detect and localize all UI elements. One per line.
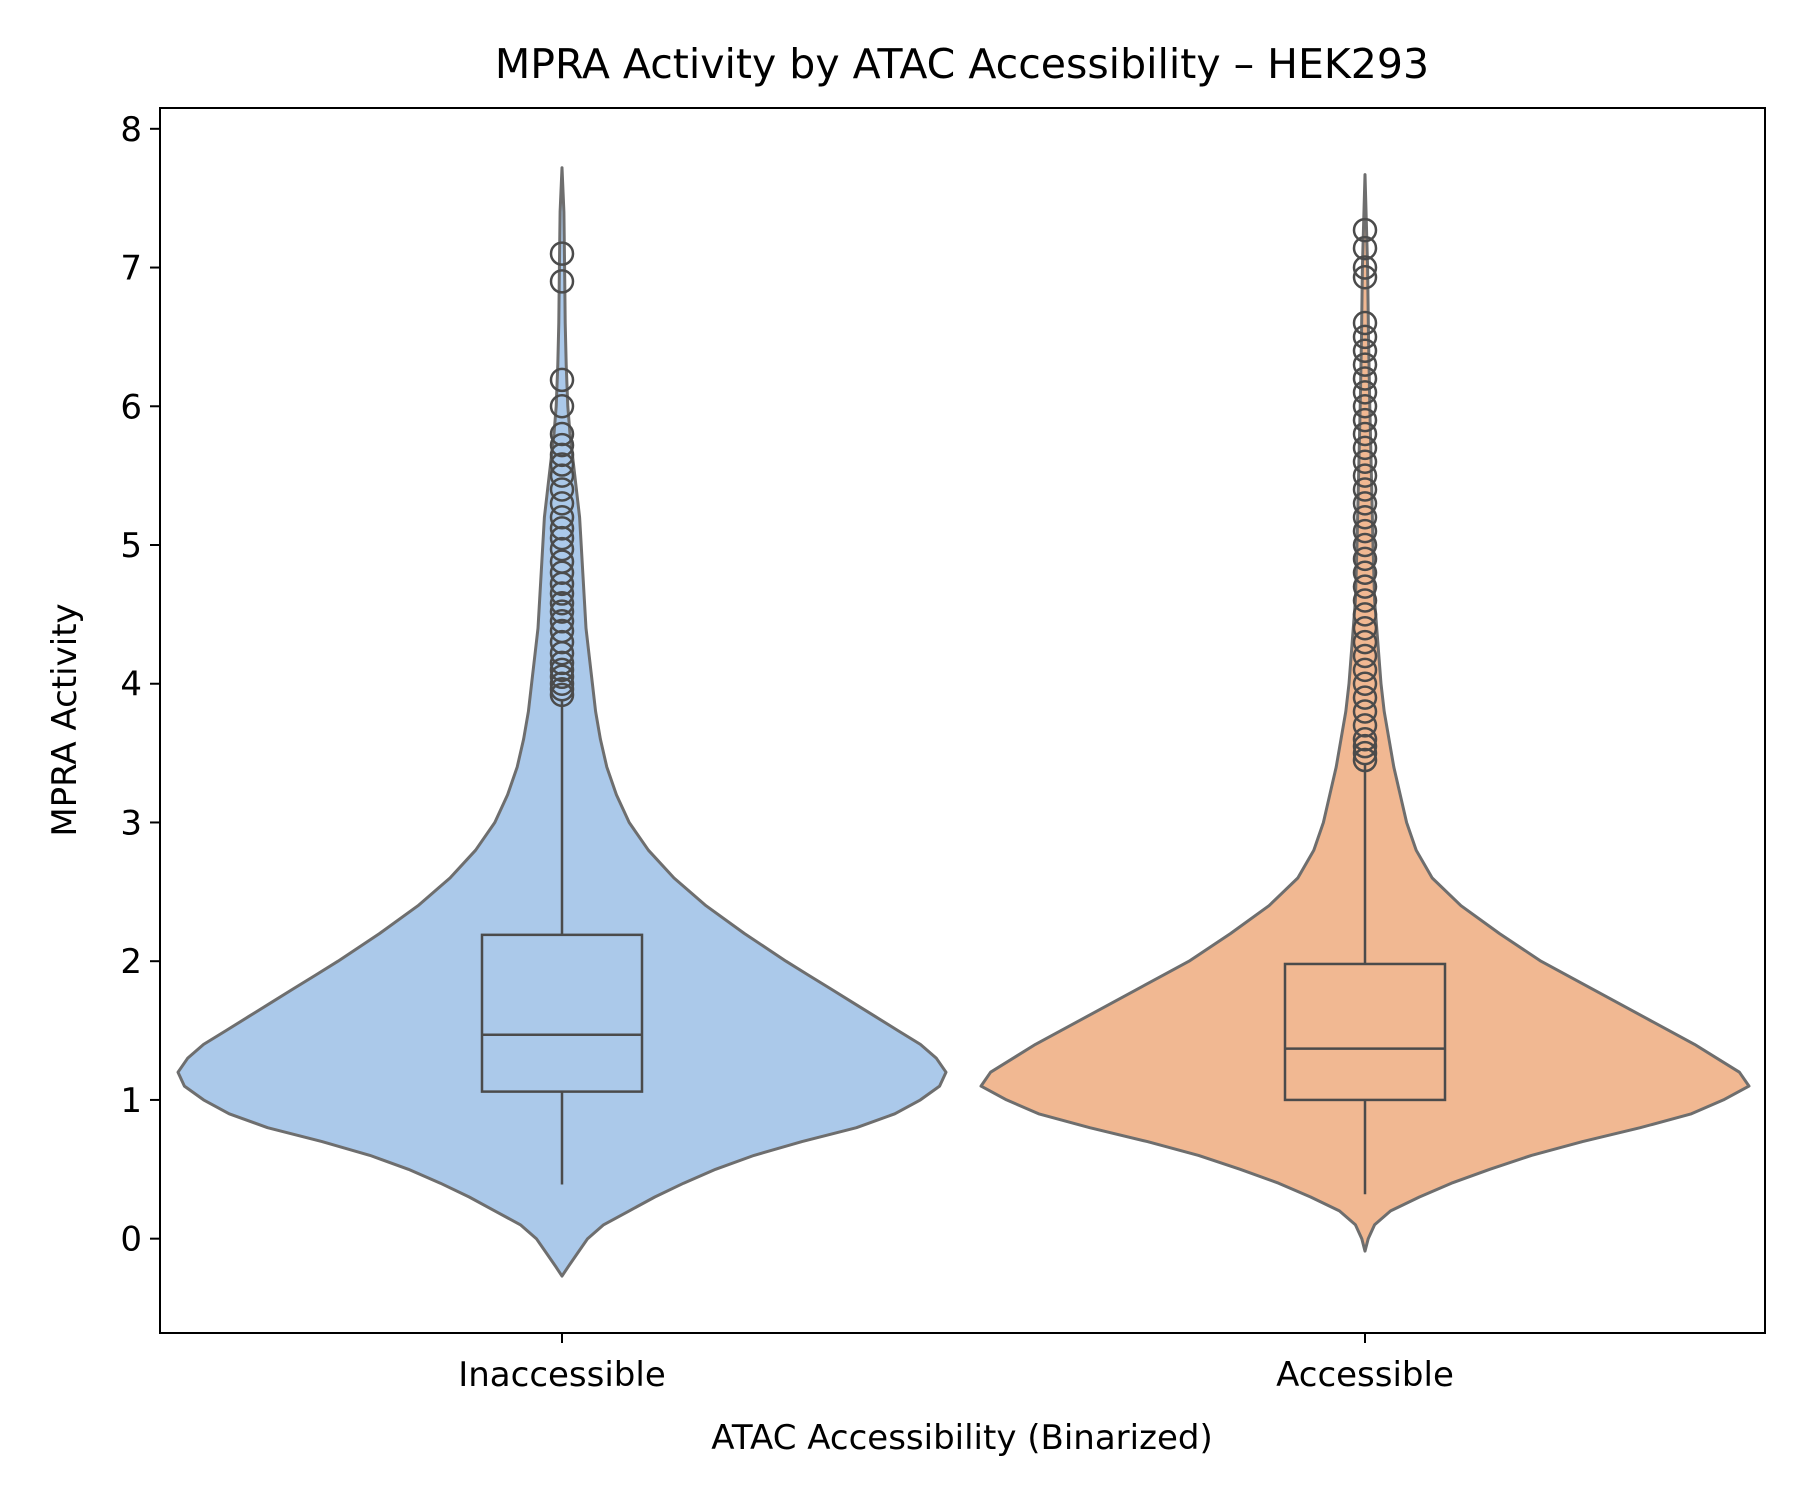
y-tick-label: 6 [120,387,142,427]
box-iqr [1283,962,1447,1102]
outlier-point [549,394,575,419]
outlier-point [1352,671,1378,696]
outlier-point [1352,629,1378,655]
outlier-point [549,269,575,294]
outlier-point [549,432,575,458]
outlier-point [549,609,575,634]
y-tick-label: 3 [120,803,142,843]
x-axis-label: ATAC Accessibility (Binarized) [711,1418,1212,1458]
outlier-point [1352,657,1378,683]
plot-area [176,166,1751,1278]
outlier-point [1352,560,1378,586]
outlier-point [549,591,575,616]
outlier-point [1352,394,1378,419]
y-tick-label: 2 [120,942,142,982]
outlier-point [1352,643,1378,669]
outlier-point [549,421,575,447]
outlier-point [549,477,575,502]
x-axis: Inaccessible Accessible [458,1333,1454,1395]
y-tick-label: 1 [120,1081,142,1121]
outlier-point [1352,602,1378,627]
outlier-point [549,677,575,702]
y-axis-label: MPRA Activity [45,603,85,836]
x-tick-label: Inaccessible [458,1355,666,1395]
outlier-point [549,657,575,683]
outlier-point [1352,255,1378,280]
outlier-point [1352,463,1378,488]
outlier-point [1352,421,1378,447]
violin-accessible [979,173,1751,1253]
outlier-point [1352,574,1378,599]
violin-body [979,173,1751,1253]
outlier-point [1352,518,1378,544]
outlier-point [1352,352,1378,377]
outlier-point [1352,491,1378,516]
outlier-point [1352,235,1378,261]
outlier-point [1352,615,1378,641]
outlier-point [549,549,575,574]
chart-title: MPRA Activity by ATAC Accessibility – HE… [495,40,1429,88]
x-tick-label: Accessible [1276,1355,1454,1395]
outlier-point [549,664,575,690]
y-tick-label: 4 [120,665,142,705]
outlier-point [549,452,575,477]
outlier-point [549,618,575,644]
outlier-point [549,516,575,541]
outlier-point [1352,685,1378,710]
outlier-point [1352,407,1378,433]
outlier-point [1352,505,1378,530]
outlier-point [1352,726,1378,752]
outlier-point [1352,217,1378,243]
outlier-point [1352,338,1378,364]
outlier-point [549,367,575,393]
axes-frame [159,107,1766,1334]
y-tick-label: 8 [120,110,142,150]
outlier-point [1352,532,1378,558]
outlier-point [1352,324,1378,350]
outlier-point [1352,449,1378,475]
violin-inaccessible [176,166,948,1278]
y-axis: 0 1 2 3 4 5 6 7 8 [120,110,160,1260]
outlier-point [1352,366,1378,391]
outlier-point [1352,588,1378,613]
outlier-point [1352,265,1378,290]
outlier-point [549,599,575,624]
outlier-point [1352,477,1378,502]
y-tick-label: 5 [120,526,142,566]
outlier-point [1352,546,1378,572]
y-tick-label: 0 [120,1220,142,1260]
outlier-point [549,241,575,266]
outlier-point [1352,740,1378,766]
outlier-point [549,505,575,530]
outlier-point [1352,699,1378,724]
outlier-point [1352,310,1378,336]
y-tick-label: 7 [120,249,142,289]
outlier-point [549,682,575,708]
outlier-point [1352,435,1378,461]
outlier-point [1352,380,1378,405]
outlier-point [549,560,575,586]
box-iqr [480,933,644,1093]
outlier-point [549,491,575,516]
outlier-point [1352,713,1378,738]
